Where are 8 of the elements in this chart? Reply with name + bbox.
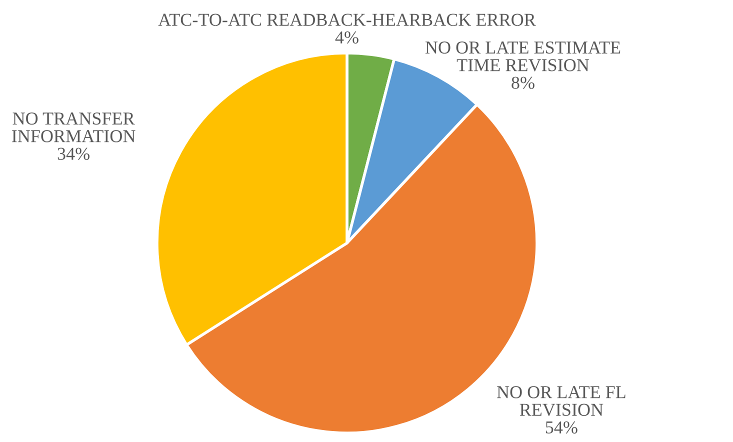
data-label: 34% xyxy=(58,148,90,160)
data-label: 4% xyxy=(335,31,358,44)
slice-label: NO TRANSFER INFORMATION xyxy=(12,112,136,142)
data-label: 8% xyxy=(512,76,534,89)
slice-label: NO OR LATE FL REVISION xyxy=(497,386,626,416)
slice-label: ATC-TO-ATC READBACK-HEARBACK ERROR xyxy=(158,14,536,26)
slice-label: NO OR LATE ESTIMATE TIME REVISION xyxy=(425,41,620,72)
data-label: 54% xyxy=(546,421,578,434)
